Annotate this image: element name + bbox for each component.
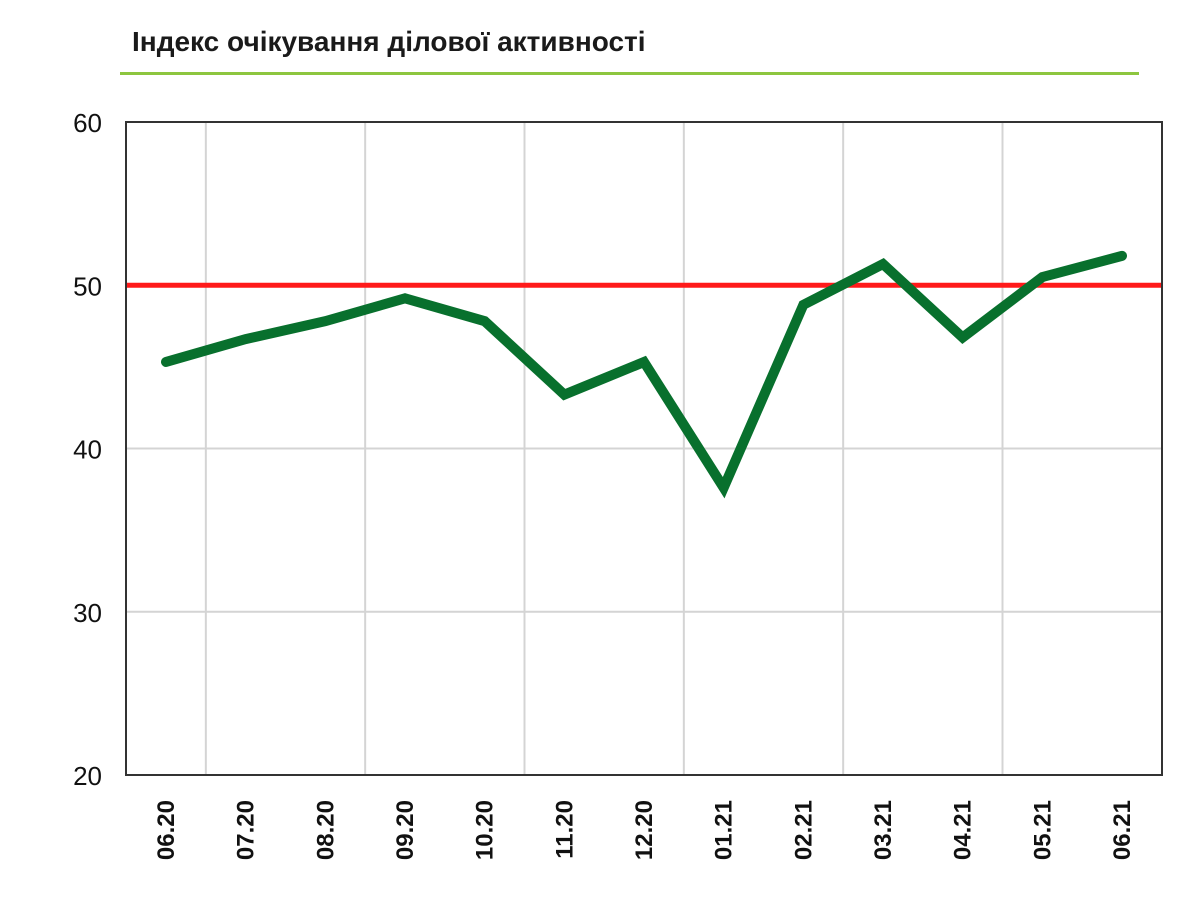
y-axis-ticks: 20 30 40 50 60 bbox=[73, 108, 102, 791]
title-underline bbox=[120, 72, 1139, 75]
x-tick-label: 06.20 bbox=[153, 800, 180, 860]
series-line bbox=[161, 250, 1127, 499]
x-tick-label: 02.21 bbox=[790, 800, 817, 860]
y-tick-label: 60 bbox=[73, 108, 102, 138]
x-tick-label: 06.21 bbox=[1109, 800, 1136, 860]
grid bbox=[126, 122, 1162, 775]
x-axis-ticks: 06.20 07.20 08.20 09.20 10.20 11.20 12.20 01.21… bbox=[153, 800, 1136, 860]
y-tick-label: 40 bbox=[73, 435, 102, 465]
x-tick-label: 11.20 bbox=[551, 800, 578, 859]
x-tick-label: 01.21 bbox=[711, 800, 738, 860]
y-tick-label: 30 bbox=[73, 598, 102, 628]
series-group bbox=[161, 250, 1127, 499]
x-tick-label: 08.20 bbox=[312, 800, 339, 860]
x-tick-label: 09.20 bbox=[392, 800, 419, 860]
chart-title: Індекс очікування ділової активності bbox=[132, 26, 646, 57]
x-tick-label: 10.20 bbox=[472, 800, 499, 860]
x-tick-label: 05.21 bbox=[1029, 800, 1056, 860]
y-tick-label: 50 bbox=[73, 271, 102, 301]
x-tick-label: 07.20 bbox=[233, 800, 260, 860]
x-tick-label: 04.21 bbox=[950, 800, 977, 860]
y-tick-label: 20 bbox=[73, 761, 102, 791]
plot-frame bbox=[125, 121, 1163, 776]
x-tick-label: 12.20 bbox=[631, 800, 658, 860]
x-tick-label: 03.21 bbox=[870, 800, 897, 860]
